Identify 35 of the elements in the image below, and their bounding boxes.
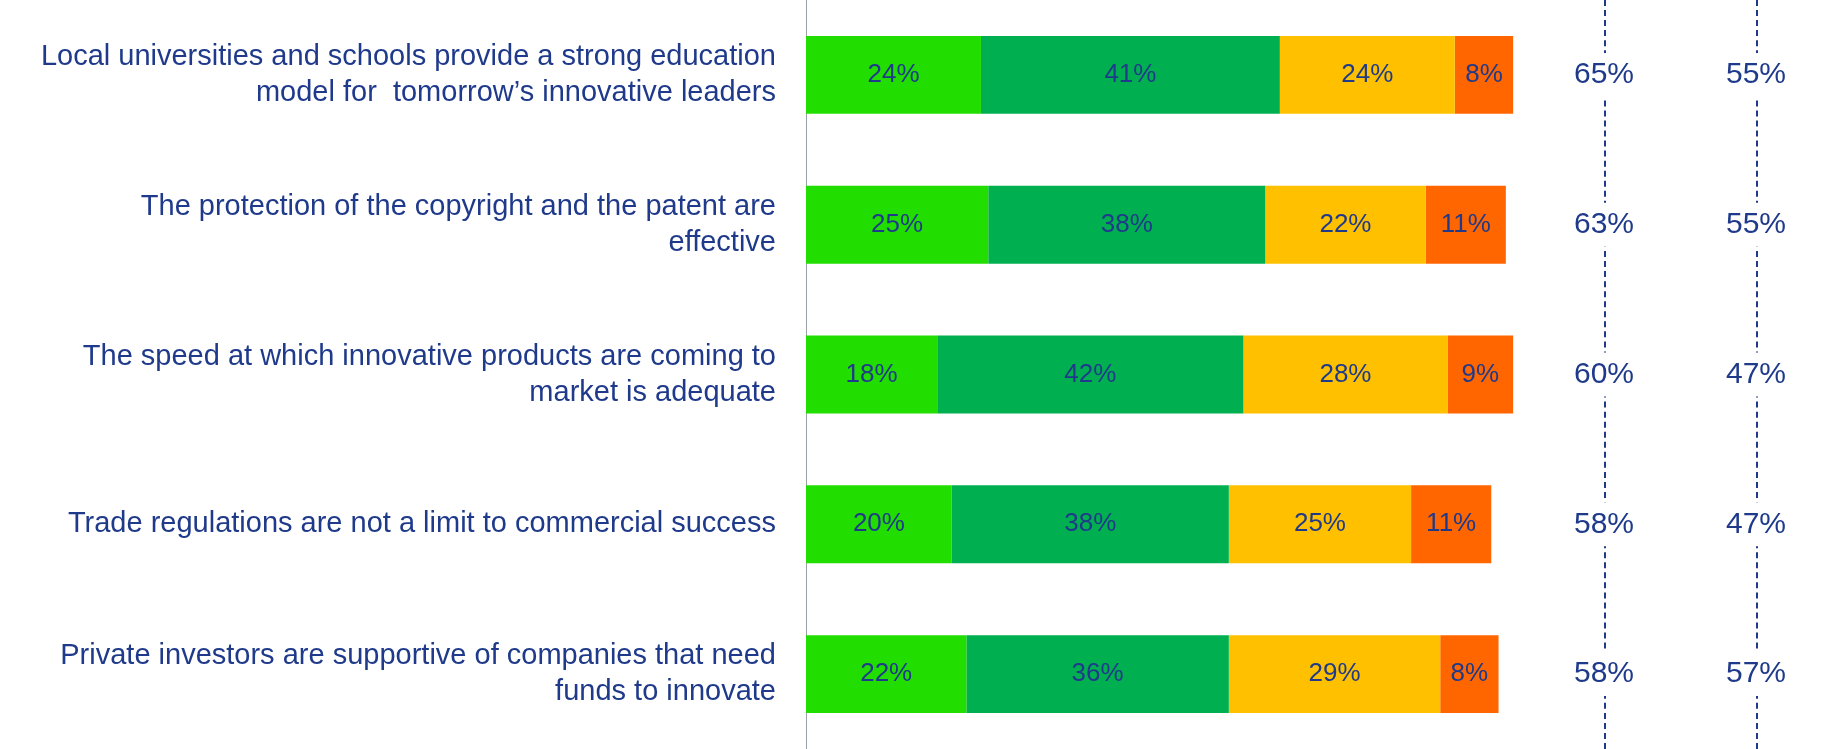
text: 65% — [1573, 56, 1635, 90]
y-tick-label: The speed at which innovative products are coming to market is adequate — [82, 338, 776, 407]
data-label: 24% — [1341, 58, 1394, 89]
data-label: 11% — [1426, 507, 1477, 538]
data-label: 42% — [1064, 357, 1117, 388]
text: 57% — [1725, 655, 1787, 689]
text: 47% — [1725, 505, 1787, 539]
data-label: 28% — [1319, 357, 1372, 388]
text: 60% — [1573, 355, 1635, 389]
y-tick-label: Trade regulations are not a limit to commercial success — [67, 506, 776, 539]
data-label: 25% — [871, 207, 924, 238]
data-label: 22% — [860, 657, 913, 688]
data-label: 38% — [1064, 507, 1117, 538]
data-label: 29% — [1308, 657, 1361, 688]
data-label: 24% — [867, 58, 920, 89]
data-label: 41% — [1104, 58, 1157, 89]
data-label: 8% — [1465, 58, 1503, 89]
text: 58% — [1573, 655, 1635, 689]
data-label: 36% — [1071, 657, 1124, 688]
y-tick-label: The protection of the copyright and the patent are effective — [140, 188, 776, 257]
data-label: 25% — [1293, 507, 1346, 538]
y-tick-label: Local universities and schools provide a strong education model for tomorrow’s innovative leaders — [40, 38, 776, 107]
y-tick-label: Private investors are supportive of companies that need funds to innovate — [60, 638, 776, 707]
text: 63% — [1573, 205, 1635, 239]
data-label: 38% — [1100, 207, 1153, 238]
text: 47% — [1725, 355, 1787, 389]
data-label: 20% — [852, 507, 905, 538]
data-label: 18% — [845, 357, 898, 388]
text: 58% — [1573, 505, 1635, 539]
text: 55% — [1725, 205, 1787, 239]
data-label: 8% — [1450, 657, 1489, 688]
data-label: 11% — [1440, 207, 1491, 238]
data-label: 9% — [1461, 357, 1500, 388]
data-label: 22% — [1319, 207, 1372, 238]
text: 55% — [1725, 56, 1787, 90]
